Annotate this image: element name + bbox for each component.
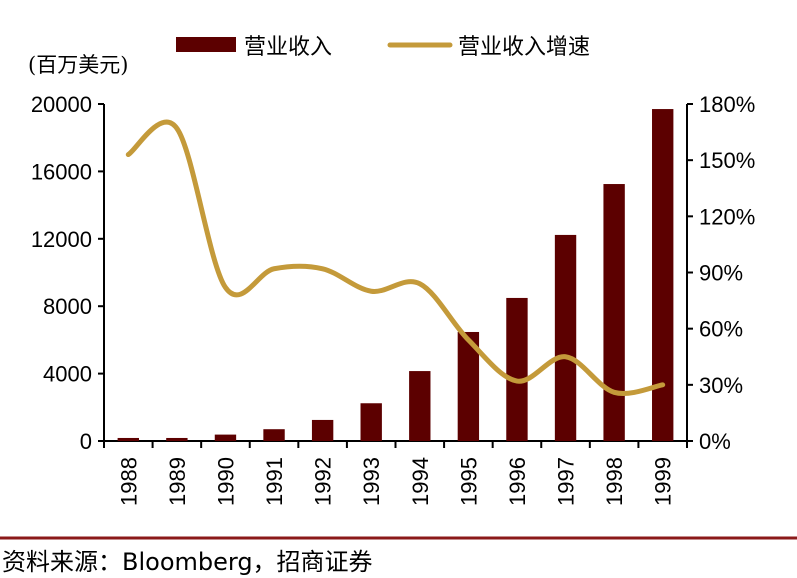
right-tick-label: 180% — [699, 92, 755, 117]
x-tick-label: 1990 — [213, 457, 238, 506]
growth-line — [125, 119, 666, 396]
left-tick-label: 0 — [80, 429, 92, 454]
bar-1991 — [263, 429, 285, 441]
right-tick-label: 60% — [699, 317, 743, 342]
right-tick-label: 0% — [699, 429, 731, 454]
x-tick-label: 1997 — [554, 457, 579, 506]
right-tick-label: 90% — [699, 261, 743, 286]
bar-1998 — [603, 184, 625, 441]
left-tick-label: 20000 — [31, 92, 92, 117]
x-tick-label: 1998 — [602, 457, 627, 506]
legend-label-line: 营业收入增速 — [458, 35, 590, 60]
unit-label: (百万美元) — [28, 53, 128, 77]
left-tick-label: 16000 — [31, 159, 92, 184]
legend: 营业收入 营业收入增速 — [176, 35, 590, 60]
bar-1988 — [117, 437, 139, 441]
x-tick-label: 1994 — [408, 457, 433, 506]
left-tick-label: 4000 — [43, 362, 92, 387]
source-note: 资料来源：Bloomberg，招商证券 — [2, 548, 373, 576]
legend-swatch-bar — [176, 37, 236, 52]
right-tick-label: 120% — [699, 204, 755, 229]
right-tick-label: 30% — [699, 373, 743, 398]
x-tick-label: 1989 — [165, 457, 190, 506]
bar-1994 — [409, 371, 431, 441]
bar-1990 — [214, 434, 237, 441]
x-tick-label: 1988 — [116, 457, 141, 506]
bar-1995 — [457, 331, 480, 441]
bar-1999 — [652, 109, 674, 442]
x-tick-label: 1995 — [456, 457, 481, 506]
x-tick-label: 1992 — [311, 457, 336, 506]
x-tick-label: 1993 — [359, 457, 384, 506]
left-tick-label: 8000 — [43, 294, 92, 319]
right-tick-label: 150% — [699, 148, 755, 173]
left-tick-label: 12000 — [31, 227, 92, 252]
x-tick-label: 1996 — [505, 457, 530, 506]
x-tick-label: 1999 — [651, 457, 676, 506]
bar-1997 — [554, 234, 577, 441]
bar-1993 — [360, 403, 382, 441]
bar-1996 — [506, 297, 528, 441]
x-tick-label: 1991 — [262, 457, 287, 506]
bar-1989 — [166, 437, 188, 441]
bar-1992 — [311, 419, 334, 441]
legend-label-bar: 营业收入 — [244, 35, 332, 60]
